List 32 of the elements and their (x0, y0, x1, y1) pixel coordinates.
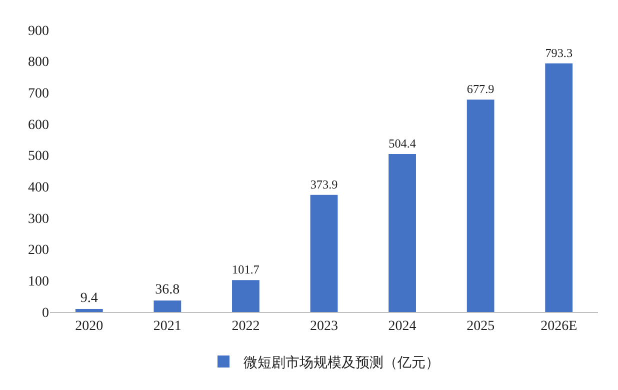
x-tick-label: 2020 (75, 318, 104, 334)
x-tick-label: 2021 (153, 318, 182, 334)
y-tick-label: 100 (28, 274, 49, 290)
x-tick-label: 2024 (388, 318, 416, 334)
data-label: 9.4 (80, 291, 98, 306)
y-tick-label: 900 (28, 24, 49, 39)
x-tick-label: 2022 (232, 318, 260, 334)
x-tick-label: 2025 (466, 318, 495, 334)
data-label: 101.7 (232, 262, 260, 277)
y-tick-label: 400 (28, 180, 49, 196)
data-label: 793.3 (545, 46, 573, 60)
y-tick-label: 200 (28, 243, 49, 258)
bar (75, 309, 103, 312)
y-tick-label: 600 (28, 118, 49, 133)
data-label: 373.9 (310, 177, 338, 192)
bar (545, 63, 573, 312)
y-tick-label: 800 (28, 55, 49, 70)
data-label: 504.4 (388, 136, 416, 150)
y-tick-label: 700 (28, 86, 49, 102)
x-tick-label: 2026E (540, 318, 578, 334)
legend-label: 微短剧市场规模及预测（亿元） (244, 354, 440, 371)
bar (232, 280, 260, 312)
bar (154, 300, 182, 312)
data-label: 677.9 (466, 82, 494, 96)
bar (388, 154, 416, 312)
data-label: 36.8 (155, 282, 180, 298)
y-tick-label: 0 (42, 306, 49, 321)
bar (466, 100, 494, 312)
x-tick-label: 2023 (310, 318, 338, 334)
y-tick-label: 500 (28, 149, 49, 164)
bar (310, 194, 338, 312)
y-tick-label: 300 (28, 212, 49, 227)
